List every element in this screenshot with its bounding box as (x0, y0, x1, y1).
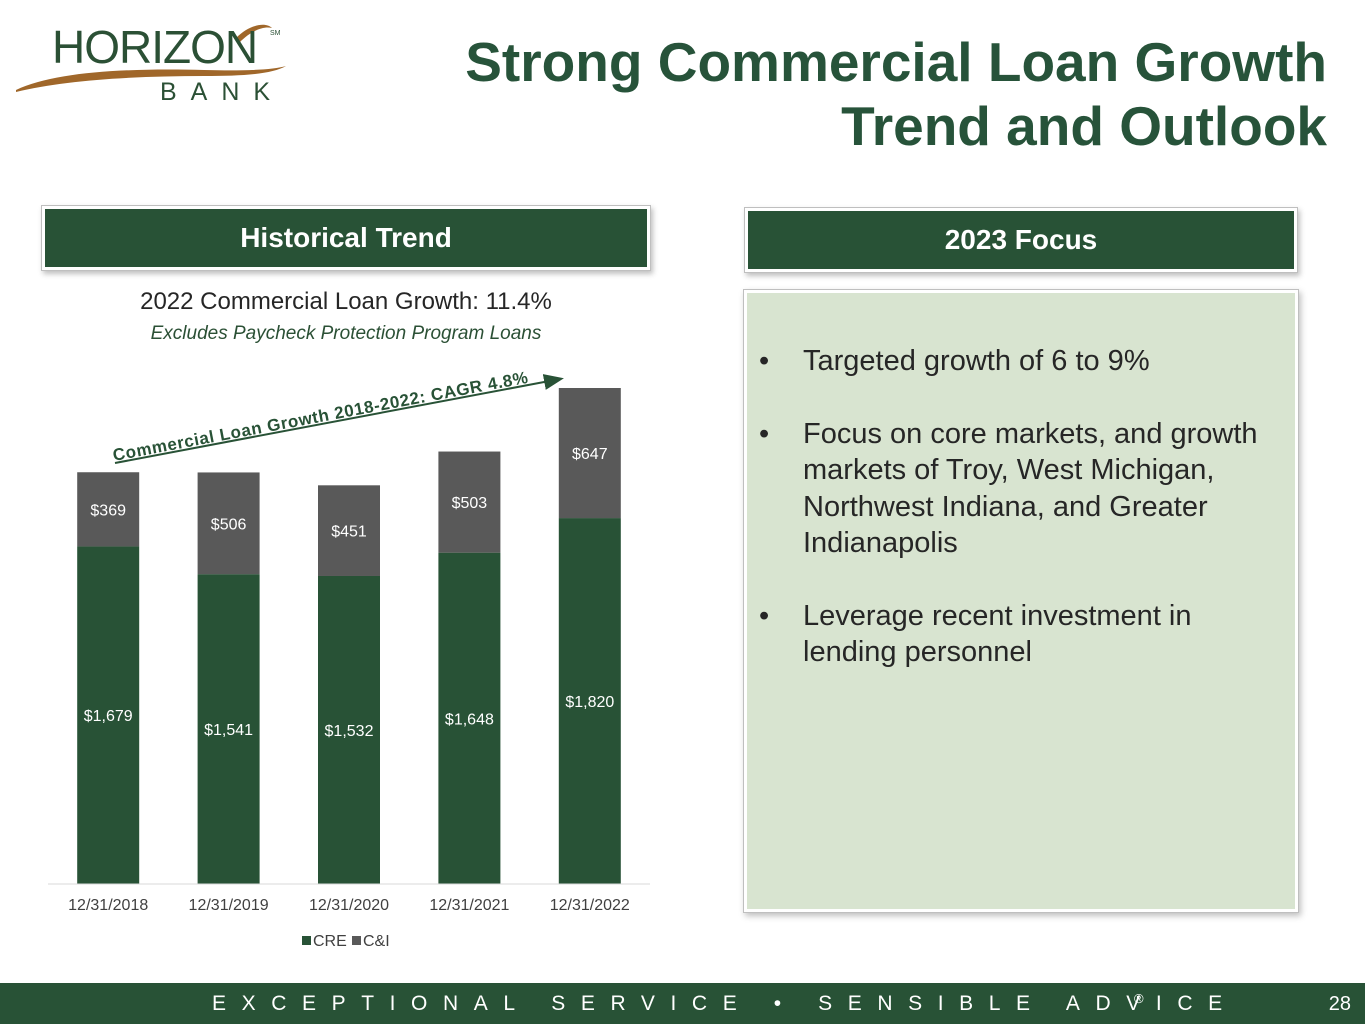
data-label: $1,679 (84, 708, 133, 725)
legend-label: CRE (313, 933, 347, 950)
x-tick-label: 12/31/2019 (189, 897, 269, 914)
bar-ci-0 (77, 472, 140, 547)
logo-swoosh-icon (16, 24, 286, 92)
bullet-icon: • (759, 345, 770, 377)
x-tick-label: 12/31/2022 (550, 897, 630, 914)
data-label: $1,820 (565, 694, 614, 711)
data-label: $451 (331, 524, 367, 541)
logo-bank-text: BANK (160, 78, 285, 106)
chart-title: 2022 Commercial Loan Growth: 11.4% (140, 288, 552, 315)
historical-trend-header: Historical Trend (45, 209, 647, 267)
bullet-icon: • (759, 599, 770, 632)
x-tick-label: 12/31/2020 (309, 897, 389, 914)
footer-bar: EXCEPTIONAL SERVICE • SENSIBLE ADVICE ® … (0, 983, 1365, 1024)
x-tick-label: 12/31/2018 (68, 897, 148, 914)
legend-swatch (302, 936, 311, 945)
data-label: $506 (211, 516, 247, 533)
bar-cre-2 (318, 575, 380, 884)
page-number: 28 (1328, 993, 1351, 1015)
list-item: • Targeted growth of 6 to 9% (747, 343, 1295, 380)
legend-swatch (352, 936, 361, 945)
bar-cre-1 (197, 574, 260, 884)
focus-header: 2023 Focus (748, 211, 1294, 269)
bar-ci-2 (318, 485, 380, 576)
page-title: Strong Commercial Loan Growth Trend and … (465, 31, 1327, 157)
logo-wordmark: HORIZON (52, 21, 258, 73)
x-tick-label: 12/31/2021 (429, 897, 509, 914)
data-label: $503 (452, 495, 488, 512)
bar-ci-3 (438, 451, 501, 553)
data-label: $369 (90, 502, 126, 519)
horizon-bank-logo: HORIZON SM BANK (14, 20, 304, 110)
logo-service-mark: SM (270, 30, 281, 37)
bar-cre-0 (77, 546, 140, 884)
focus-panel: • Targeted growth of 6 to 9% • Focus on … (747, 293, 1295, 909)
data-label: $647 (572, 446, 608, 463)
bar-cre-3 (438, 552, 501, 884)
bar-cre-4 (558, 518, 621, 884)
focus-item-text: Targeted growth of 6 to 9% (803, 345, 1150, 377)
focus-item-text: Focus on core markets, and growth market… (803, 417, 1258, 560)
data-label: $1,648 (445, 711, 494, 728)
data-label: $1,532 (325, 723, 374, 740)
cagr-arrow (114, 374, 564, 464)
chart-subtitle: Excludes Paycheck Protection Program Loa… (150, 323, 542, 344)
commercial-loan-chart: $1,679 $369 $1,541 $506 $1,532 $451 $1,648 $503… (48, 368, 650, 950)
cagr-annotation: Commercial Loan Growth 2018-2022: CAGR 4… (111, 368, 530, 465)
legend-label: C&I (363, 933, 390, 950)
focus-list: • Targeted growth of 6 to 9% • Focus on … (747, 343, 1295, 707)
focus-item-text: Leverage recent investment in lending pe… (803, 599, 1192, 669)
list-item: • Leverage recent investment in lending … (747, 598, 1295, 671)
bar-ci-4 (558, 388, 621, 519)
registered-mark: ® (1134, 991, 1144, 1006)
bar-ci-1 (197, 472, 260, 575)
list-item: • Focus on core markets, and growth mark… (747, 416, 1295, 562)
bullet-icon: • (759, 417, 770, 450)
data-label: $1,541 (204, 722, 253, 739)
footer-tagline: EXCEPTIONAL SERVICE • SENSIBLE ADVICE (212, 992, 1238, 1015)
